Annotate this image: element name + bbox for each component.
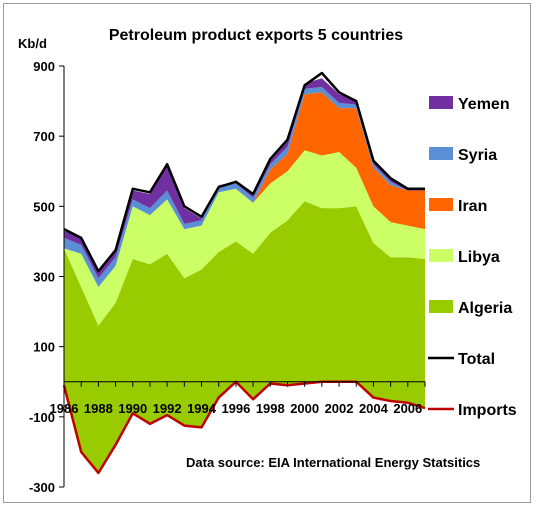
- legend-label-imports: Imports: [458, 402, 517, 419]
- legend-swatch-yemen: [429, 96, 453, 109]
- chart-title: Petroleum product exports 5 countries: [109, 27, 403, 44]
- legend-label-total: Total: [458, 351, 495, 368]
- y-axis-label: Kb/d: [18, 36, 47, 51]
- legend-swatch-libya: [429, 249, 453, 262]
- y-tick-label: 100: [33, 340, 55, 355]
- y-tick-label: 300: [33, 270, 55, 285]
- x-tick-label: 1998: [256, 401, 285, 416]
- x-tick-label: 2006: [393, 401, 422, 416]
- legend: Yemen Syria Iran Libya Algeria Total Imports: [428, 96, 517, 419]
- y-tick-label: -100: [29, 410, 55, 425]
- legend-swatch-iran: [429, 198, 453, 211]
- x-tick-label: 2000: [290, 401, 319, 416]
- line-total: [63, 71, 425, 273]
- legend-label-syria: Syria: [458, 147, 497, 164]
- axes: 900 700 500 300 100 -100 -300 1986 1988 1990 1992 1…: [29, 59, 426, 495]
- x-tick-label: 1990: [118, 401, 147, 416]
- x-tick-label: 1992: [153, 401, 182, 416]
- chart-svg: 900 700 500 300 100 -100 -300 1986 1988 1990 1992 1…: [18, 27, 517, 495]
- legend-label-libya: Libya: [458, 249, 500, 266]
- area-imports: [64, 381, 425, 473]
- x-tick-label: 1994: [187, 401, 217, 416]
- legend-swatch-algeria: [429, 300, 453, 313]
- x-tick-label: 2004: [359, 401, 389, 416]
- chart-frame: 900 700 500 300 100 -100 -300 1986 1988 1990 1992 1…: [3, 3, 531, 503]
- legend-label-yemen: Yemen: [458, 96, 510, 113]
- data-source-note: Data source: EIA International Energy St…: [186, 455, 480, 470]
- legend-swatch-syria: [429, 147, 453, 160]
- y-tick-label: -300: [29, 480, 55, 495]
- area-algeria: [64, 201, 425, 382]
- area-libya: [64, 150, 425, 326]
- x-tick-label: 1986: [50, 401, 79, 416]
- y-tick-label: 700: [33, 129, 55, 144]
- plot-area: [62, 71, 426, 475]
- x-tick-label: 2002: [325, 401, 354, 416]
- line-imports: [62, 380, 426, 475]
- y-tick-label: 500: [33, 199, 55, 214]
- legend-label-algeria: Algeria: [458, 300, 512, 317]
- x-tick-label: 1988: [84, 401, 113, 416]
- x-tick-label: 1996: [221, 401, 250, 416]
- chart-text: Petroleum product exports 5 countries Kb…: [18, 27, 480, 470]
- legend-label-iran: Iran: [458, 198, 487, 215]
- y-tick-label: 900: [33, 59, 55, 74]
- area-iran: [64, 92, 425, 288]
